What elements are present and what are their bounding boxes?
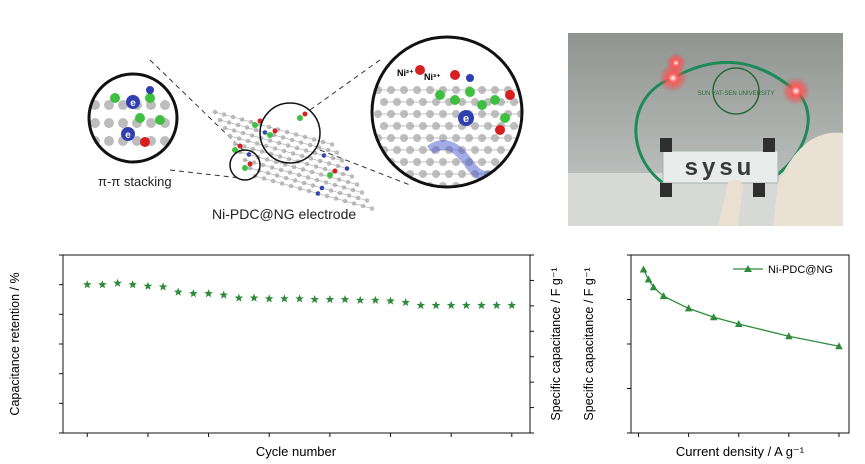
chart2-frame [630, 254, 850, 434]
chart2-point [734, 319, 743, 327]
chart1-point [264, 294, 274, 303]
chart1-point [98, 280, 107, 289]
chart2-point [785, 332, 793, 340]
chart1-point [189, 289, 198, 298]
sheet-zoom-circle-small [229, 149, 261, 181]
cycling-stability-chart: Cycle number Capacitance retention / % S… [8, 254, 563, 459]
chart1-point [340, 295, 350, 304]
led-glow [782, 77, 810, 105]
chart1-point [477, 300, 486, 310]
university-logo [712, 67, 760, 115]
chart1-point [158, 282, 168, 291]
chart1-point [325, 295, 335, 304]
chart1-point [371, 295, 380, 304]
device-text: sysu [685, 154, 756, 181]
chart1-y2label: Specific capacitance / F g⁻¹ [549, 267, 563, 420]
electron-label: e [125, 130, 131, 141]
chart1-point [416, 300, 426, 310]
chart1-xlabel: Cycle number [256, 444, 337, 459]
electron-icon [126, 95, 140, 109]
device-photo-drawing: SUN YAT-SEN UNIVERSITY sysu [568, 33, 843, 226]
chart2-point [644, 275, 653, 283]
chart1-point [446, 300, 456, 310]
led-glow [666, 53, 686, 73]
chart1-point [386, 296, 395, 305]
chart2-ylabel: Specific capacitance / F g⁻¹ [582, 267, 596, 420]
chart2-legend: Ni-PDC@NG [733, 264, 833, 276]
schematic-caption: Ni-PDC@NG electrode [212, 206, 356, 222]
chart2-point [659, 292, 668, 300]
device-photo: SUN YAT-SEN UNIVERSITY sysu [568, 33, 843, 226]
chart1-point [83, 280, 92, 289]
chart1-point [295, 294, 304, 303]
chart1-point [310, 295, 319, 304]
chart1-point [507, 300, 517, 310]
chart1-point [431, 300, 441, 310]
chart1-point [249, 293, 259, 302]
rate-capability-chart: Ni-PDC@NG Current density / A g⁻¹ Specif… [582, 254, 850, 459]
electrode-schematic: e e Ni²⁺ Ni³⁺ e π-π stacking Ni-PDC@NG e… [87, 35, 524, 222]
chart1-point [355, 295, 365, 304]
device-strip [662, 150, 779, 184]
chart1-point [492, 300, 501, 310]
logo-text: SUN YAT-SEN UNIVERSITY [698, 91, 775, 97]
stacking-zoom-circle: e e [87, 72, 179, 164]
chart2-legend-label: Ni-PDC@NG [768, 264, 833, 276]
electron-icon [458, 110, 474, 126]
chart2-series-line [642, 269, 840, 347]
ni3-label: Ni³⁺ [424, 72, 441, 82]
sheet-zoom-circle-large [259, 102, 321, 164]
chart1-point [234, 293, 244, 302]
chart1-point [143, 281, 153, 290]
chart1-point [113, 278, 122, 287]
chart1-point [219, 290, 228, 299]
chart2-point [639, 265, 648, 273]
chart2-xlabel: Current density / A g⁻¹ [676, 444, 805, 459]
chart1-point [462, 300, 471, 310]
chart1-point [128, 280, 137, 289]
pi-stacking-label: π-π stacking [98, 174, 172, 189]
chart2-point [835, 342, 843, 350]
chart2-point [649, 283, 658, 291]
chart1-ylabel: Capacitance retention / % [8, 272, 22, 415]
zoom-lines [149, 59, 411, 186]
graphene-sheet [212, 109, 375, 211]
ni2-label: Ni²⁺ [397, 68, 414, 78]
chart1-point [204, 289, 213, 298]
chart2-point [709, 313, 718, 321]
chart2-point [684, 304, 693, 312]
electron-label: e [130, 98, 136, 109]
chart1-point [174, 287, 183, 296]
chart1-point [401, 298, 410, 307]
chart1-point [280, 294, 289, 303]
electron-icon [121, 127, 135, 141]
electron-label: e [463, 113, 469, 125]
redox-zoom-circle: Ni²⁺ Ni³⁺ e [370, 35, 524, 189]
